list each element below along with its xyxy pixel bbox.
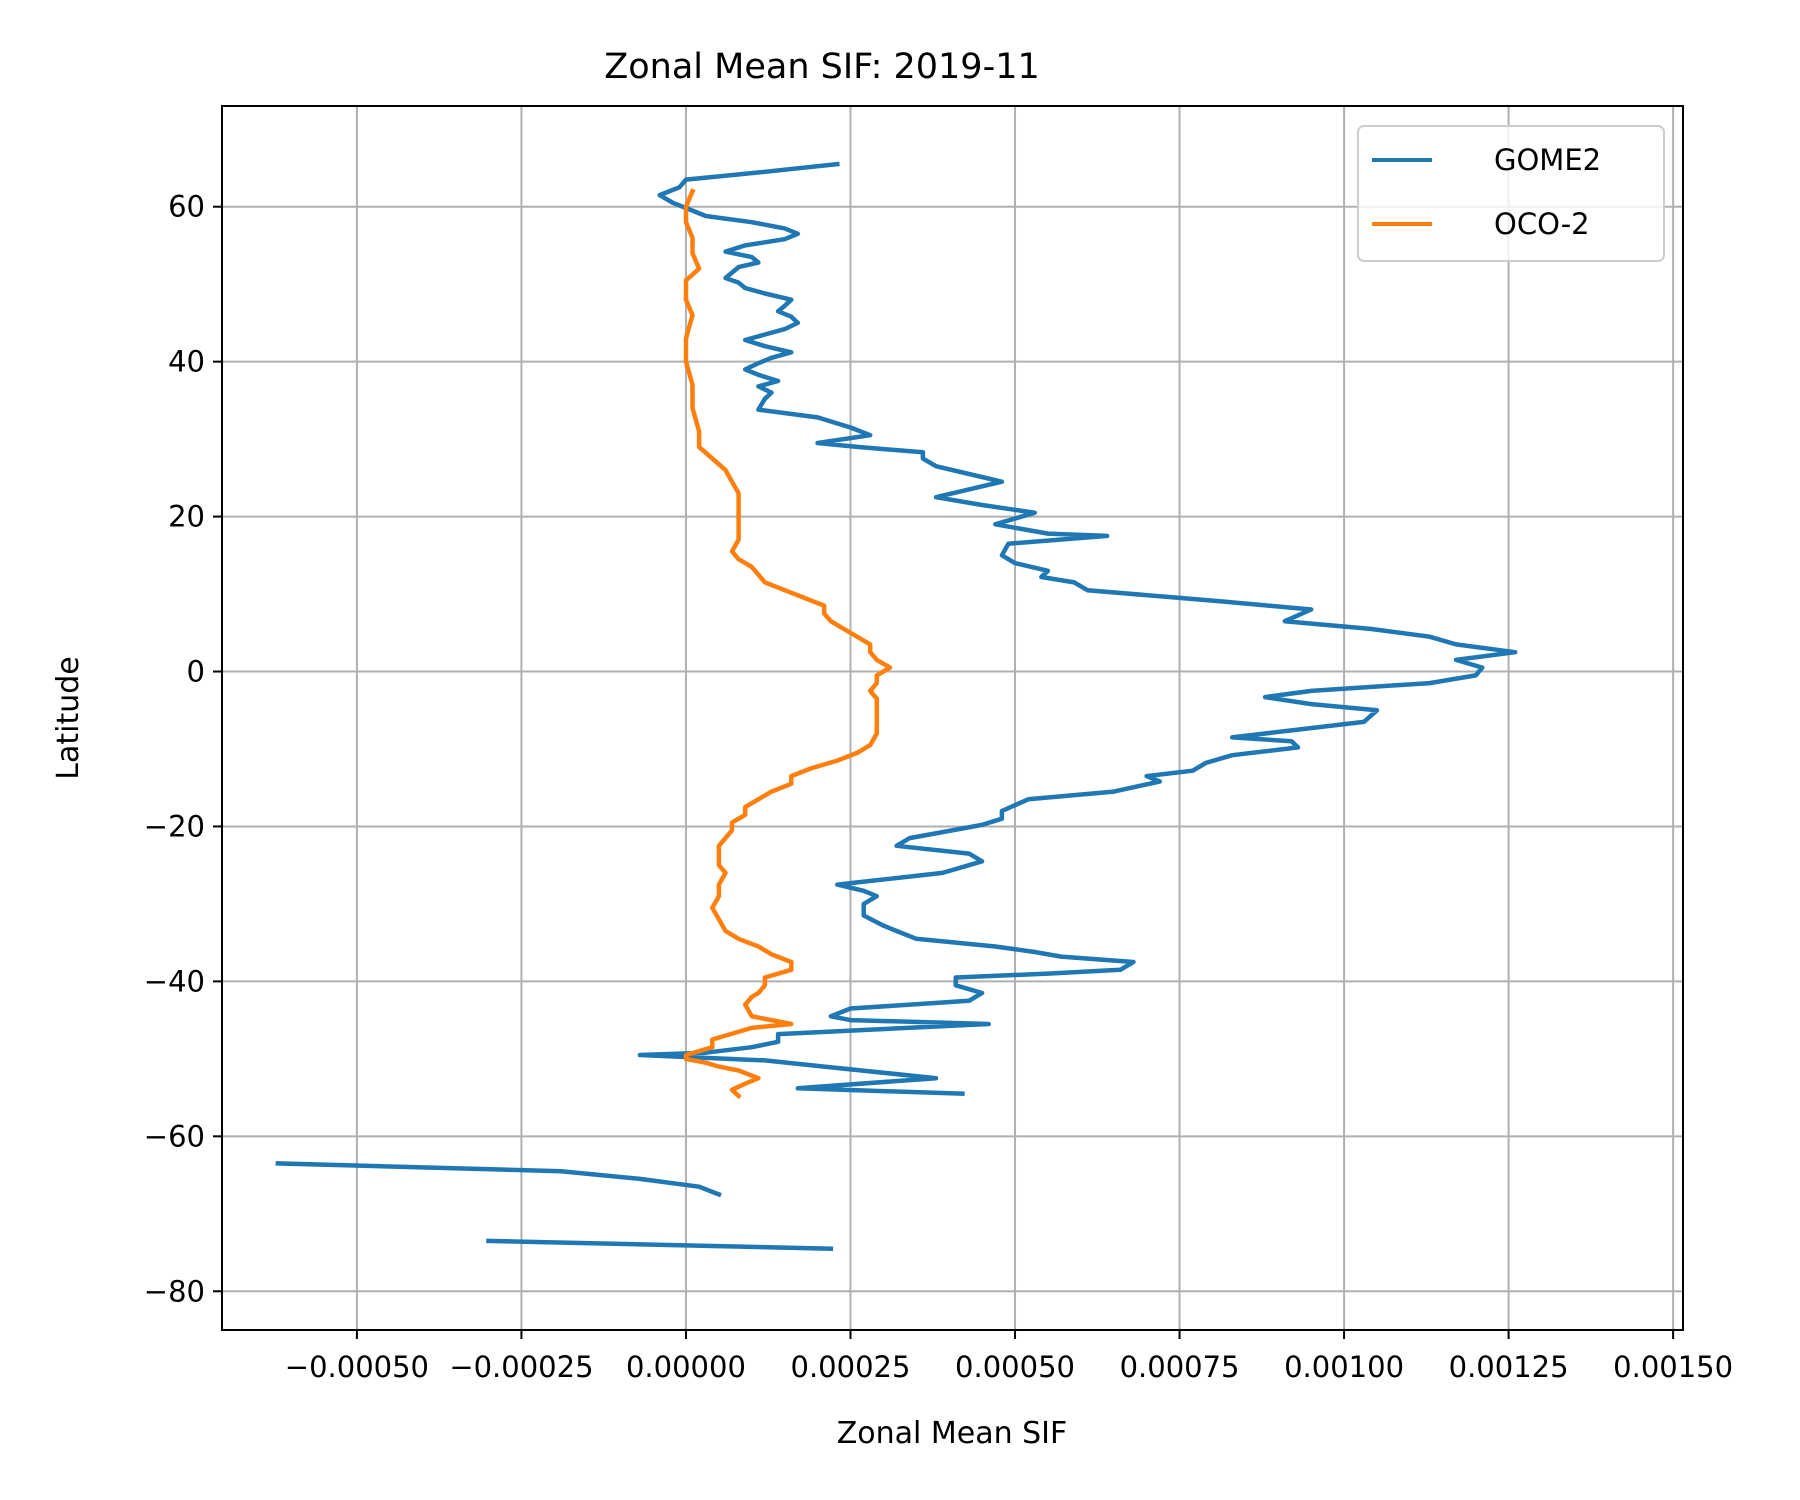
legend-label-gome2: GOME2 [1494,143,1601,177]
x-tick-label: 0.00075 [1120,1350,1240,1384]
x-tick-label: −0.00050 [285,1350,429,1384]
plot-frame [221,105,1684,1331]
series-line-gome2 [637,161,1518,1097]
chart-title: Zonal Mean SIF: 2019-11 [604,47,1039,87]
x-tick-label: 0.00125 [1449,1350,1569,1384]
legend-box [1357,125,1665,262]
y-tick-label: 0 [187,655,205,689]
x-tick-label: 0.00100 [1284,1350,1404,1384]
y-tick-label: −20 [144,809,205,843]
series-lines [275,161,1518,1252]
legend-label-oco2: OCO-2 [1494,207,1590,241]
y-tick-label: −60 [144,1119,205,1153]
y-axis-ticks: −80 −60 −40 −20 0 20 40 60 [144,190,222,1308]
x-tick-label: 0.00150 [1613,1350,1733,1384]
series-line-gome2 [486,1238,834,1252]
x-tick-label: 0.00050 [955,1350,1075,1384]
x-axis-label: Zonal Mean SIF [837,1416,1068,1451]
y-tick-label: 40 [168,345,205,379]
x-tick-label: 0.00025 [791,1350,911,1384]
y-axis-label: Latitude [51,656,86,779]
grid [222,106,1683,1330]
series-line-oco2 [683,188,893,1100]
x-tick-label: 0.00000 [626,1350,746,1384]
y-tick-label: 60 [168,190,205,224]
y-tick-label: 20 [168,500,205,534]
series-line-gome2 [275,1161,722,1198]
x-tick-label: −0.00025 [449,1350,593,1384]
legend: GOME2 OCO-2 [1357,125,1665,262]
y-tick-label: −40 [144,964,205,998]
y-tick-label: −80 [144,1274,205,1308]
x-axis-ticks: −0.00050 −0.00025 0.00000 0.00025 0.00050 0.0… [285,1330,1733,1384]
